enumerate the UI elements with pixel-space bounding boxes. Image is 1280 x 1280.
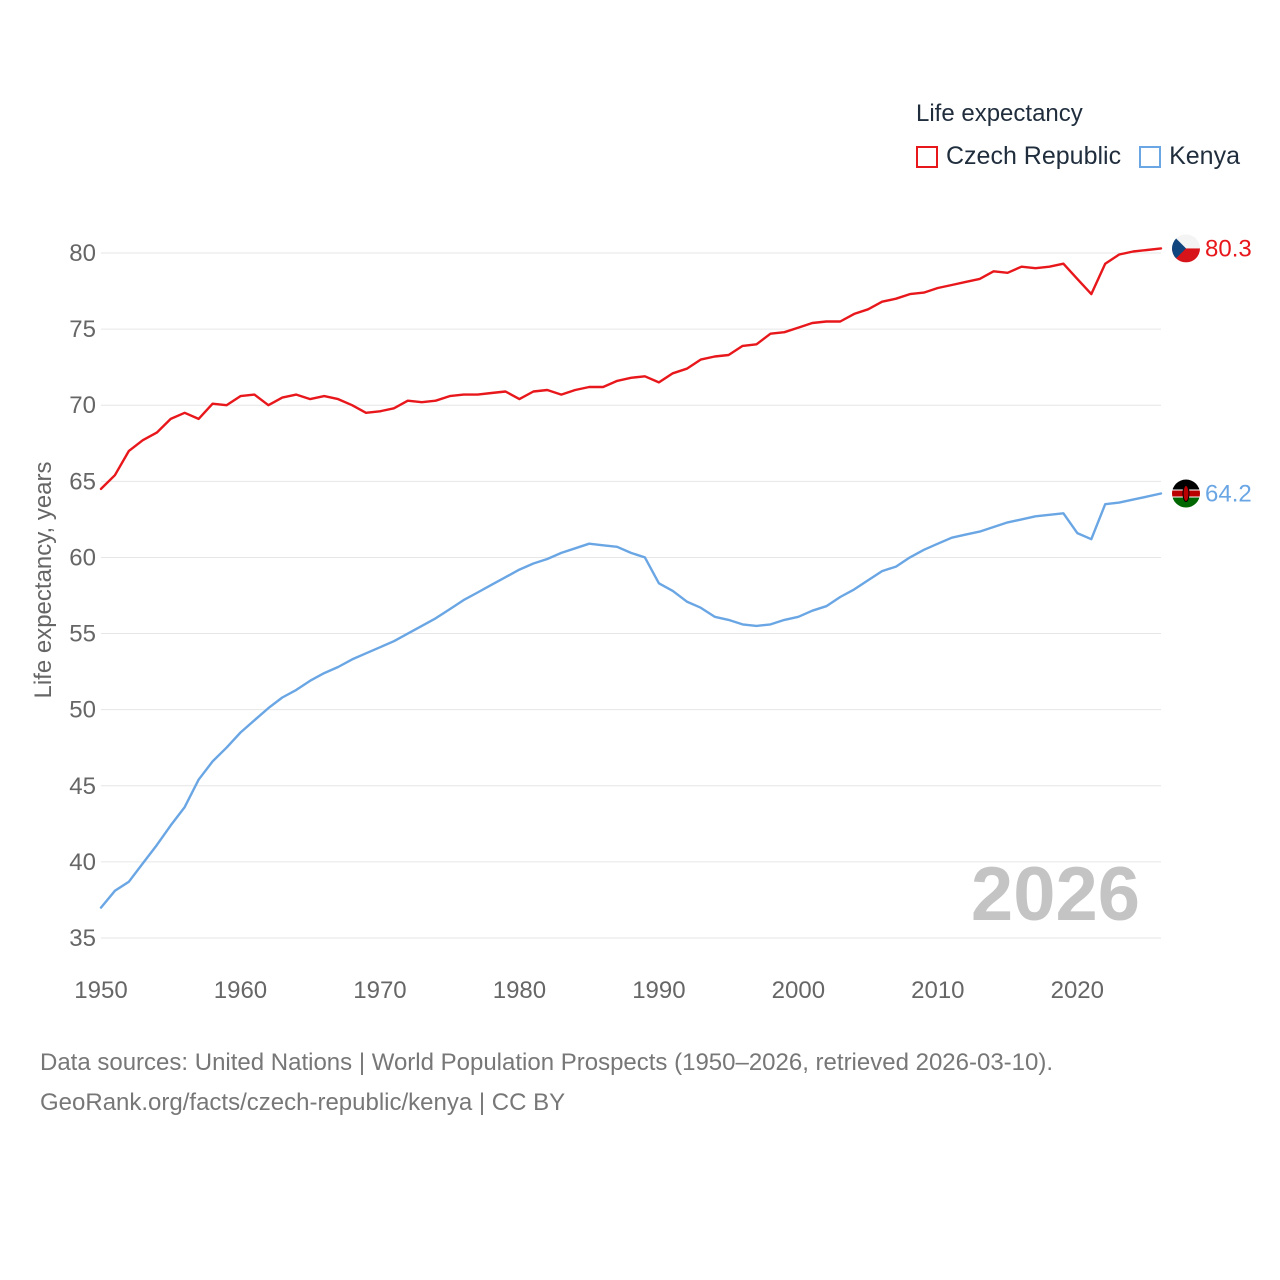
y-axis-label: Life expectancy, years	[30, 461, 57, 698]
footer: Data sources: United Nations | World Pop…	[40, 1043, 1053, 1123]
kenya-flag-icon	[1172, 479, 1200, 508]
end-label-kenya: 64.2	[1205, 481, 1252, 508]
x-tick-label: 1980	[493, 977, 546, 1004]
grid-lines	[101, 252, 1161, 939]
legend-swatch-czech-republic	[916, 145, 938, 168]
series-lines	[99, 247, 1163, 909]
y-axis-ticks: 35 40 45 50 55 60 65 70 75 80	[69, 240, 96, 952]
y-tick-label: 35	[69, 925, 96, 952]
legend-item-czech-republic[interactable]: Czech Republic	[916, 142, 1121, 171]
legend-title: Life expectancy	[916, 100, 1083, 127]
y-tick-label: 50	[69, 697, 96, 724]
footer-source: Data sources: United Nations | World Pop…	[40, 1049, 1054, 1076]
series-line-czech-republic[interactable]	[99, 247, 1163, 491]
y-tick-label: 40	[69, 849, 96, 876]
line-chart: 35 40 45 50 55 60 65 70 75 80 1950 1960 1970 1980 199…	[30, 234, 1252, 1004]
y-tick-label: 80	[69, 240, 96, 267]
legend: Czech Republic Kenya	[916, 142, 1258, 171]
footer-attribution[interactable]: GeoRank.org/facts/czech-republic/kenya |…	[40, 1089, 566, 1116]
legend-item-kenya[interactable]: Kenya	[1139, 142, 1240, 171]
x-tick-label: 1990	[632, 977, 685, 1004]
x-tick-label: 1950	[74, 977, 127, 1004]
x-tick-label: 1970	[353, 977, 406, 1004]
y-tick-label: 75	[69, 316, 96, 343]
end-markers: 80.3 64.2	[1172, 234, 1252, 508]
czech-flag-icon	[1172, 234, 1200, 263]
legend-swatch-kenya	[1139, 145, 1162, 168]
y-tick-label: 70	[69, 392, 96, 419]
x-tick-label: 2020	[1051, 977, 1104, 1004]
x-tick-label: 2000	[772, 977, 825, 1004]
end-label-czech-republic: 80.3	[1205, 235, 1252, 262]
y-tick-label: 65	[69, 468, 96, 495]
x-tick-label: 1960	[214, 977, 267, 1004]
year-overlay: 2026	[971, 852, 1140, 937]
y-tick-label: 60	[69, 544, 96, 571]
series-line-kenya[interactable]	[99, 492, 1163, 909]
x-tick-label: 2010	[911, 977, 964, 1004]
y-tick-label: 45	[69, 773, 96, 800]
x-axis-ticks: 1950 1960 1970 1980 1990 2000 2010 2020	[74, 977, 1104, 1004]
y-tick-label: 55	[69, 621, 96, 648]
legend-label-czech-republic: Czech Republic	[946, 142, 1122, 170]
legend-label-kenya: Kenya	[1169, 142, 1240, 170]
